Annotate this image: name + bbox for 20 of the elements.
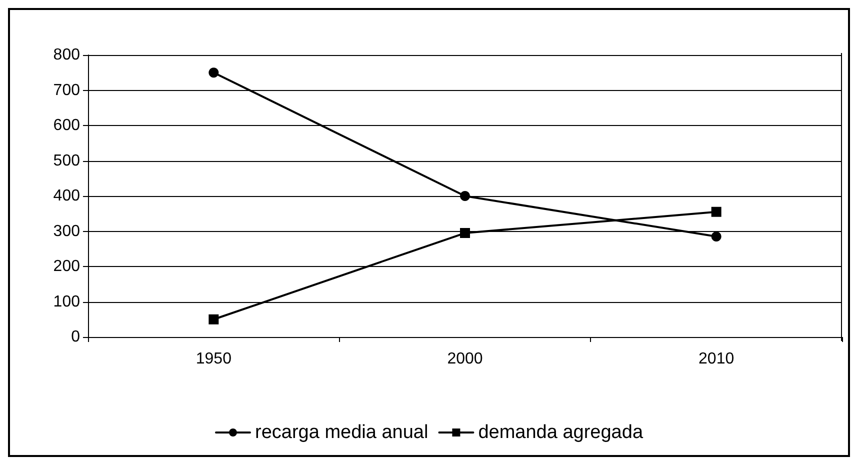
y-tick-label: 800 (53, 46, 80, 64)
y-tick-label: 400 (53, 188, 80, 204)
point (711, 206, 722, 217)
x-tick-label: 1950 (196, 350, 232, 368)
y-tick-label: 500 (53, 152, 80, 170)
point (711, 232, 722, 242)
point (208, 314, 219, 324)
y-tick-label: 700 (53, 82, 80, 99)
point (460, 228, 470, 238)
legend-label: demanda agregada (478, 422, 644, 443)
legend-label: recarga media anual (254, 422, 428, 443)
y-tick-label: 100 (53, 293, 80, 310)
y-tick-label: 600 (53, 117, 80, 134)
y-tick-label: 0 (71, 328, 80, 346)
y-tick-label: 200 (53, 258, 80, 275)
y-tick-label: 300 (53, 222, 80, 240)
point (460, 191, 470, 201)
x-tick-label: 2010 (698, 350, 734, 368)
x-tick-label: 2000 (447, 350, 483, 368)
point (208, 68, 219, 78)
